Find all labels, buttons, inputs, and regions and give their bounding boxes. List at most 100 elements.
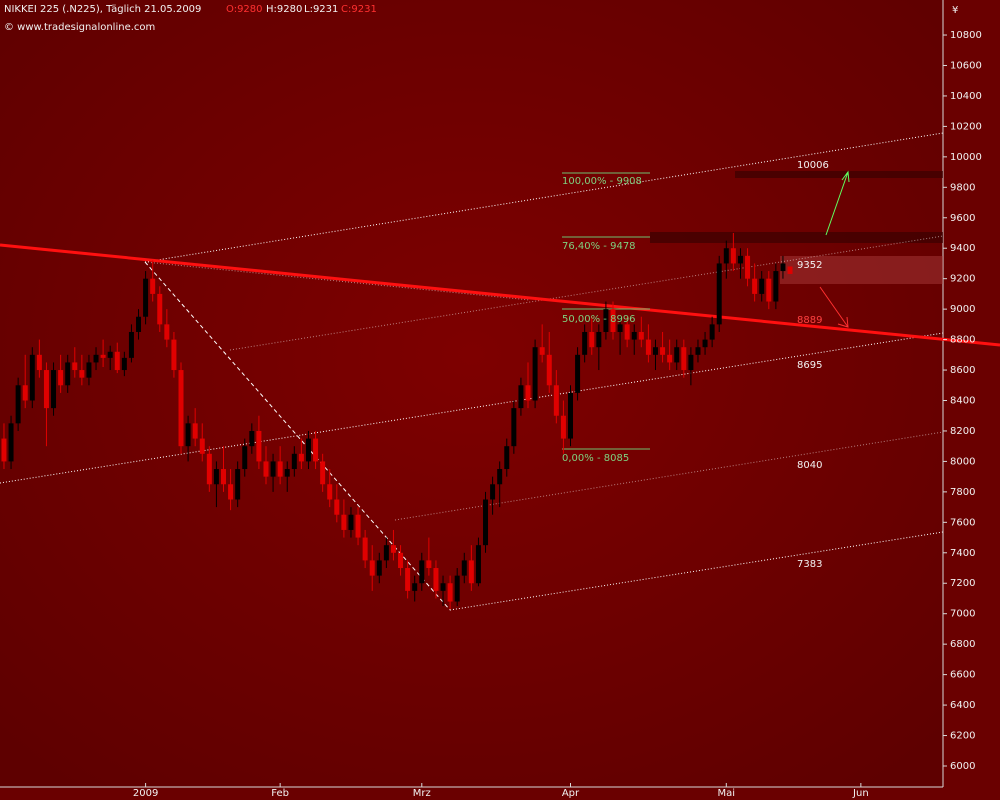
candle-body — [298, 453, 304, 462]
candle-body — [426, 560, 432, 569]
y-tick-label: 9600 — [950, 213, 975, 224]
candle-body — [752, 278, 758, 294]
candle-body — [745, 255, 751, 279]
candle-body — [58, 370, 64, 386]
y-tick-label: 7600 — [950, 517, 975, 528]
y-tick-label: 8200 — [950, 426, 975, 437]
candle-body — [596, 331, 602, 348]
level-label: 8695 — [797, 360, 822, 371]
candle-body — [617, 324, 623, 332]
candle-body — [150, 278, 156, 294]
y-tick-label: 6800 — [950, 639, 975, 650]
candle-body — [121, 357, 127, 371]
candle-body — [22, 385, 28, 401]
candle-body — [419, 560, 425, 584]
y-tick-label: 7800 — [950, 487, 975, 498]
x-tick-label: Mrz — [413, 788, 431, 799]
candle-body — [560, 415, 566, 439]
y-tick-label: 6400 — [950, 700, 975, 711]
candle-body — [652, 347, 658, 355]
candle-body — [235, 469, 241, 500]
candle-body — [475, 545, 481, 584]
candle-body — [589, 331, 595, 348]
candle-body — [305, 438, 311, 462]
arrow-down — [819, 286, 849, 328]
candle-body — [348, 514, 354, 530]
candle-body — [759, 278, 765, 294]
level-label: 8040 — [797, 460, 822, 471]
candle-body — [341, 514, 347, 530]
candle-body — [320, 461, 326, 485]
y-tick-label: 7400 — [950, 548, 975, 559]
y-tick-label: 8600 — [950, 365, 975, 376]
candle-body — [107, 351, 113, 358]
candle-body — [645, 339, 651, 355]
x-tick-label: Jun — [852, 788, 869, 799]
candle-body — [468, 560, 474, 584]
candle-body — [568, 392, 574, 439]
candle-body — [660, 347, 666, 355]
y-tick-label: 8800 — [950, 335, 975, 346]
y-tick-label: 6600 — [950, 670, 975, 681]
candle-body — [72, 362, 78, 371]
fib-label: 100,00% - 9908 — [562, 176, 642, 187]
candle-body — [213, 469, 219, 485]
y-tick-label: 10600 — [950, 60, 982, 71]
x-tick-label: Mai — [718, 788, 736, 799]
candle-body — [171, 339, 177, 371]
y-tick-label: 6200 — [950, 731, 975, 742]
candle-body — [136, 316, 142, 332]
channel-lines — [0, 132, 944, 611]
candle-body — [398, 552, 404, 569]
candle-body — [546, 354, 552, 386]
candle-body — [284, 469, 290, 477]
candle-body — [553, 385, 559, 416]
candle-body — [539, 347, 545, 355]
candle-body — [766, 278, 772, 302]
y-tick-label: 9800 — [950, 182, 975, 193]
candle-body — [65, 362, 71, 386]
y-tick-label: 8000 — [950, 456, 975, 467]
swing-line — [144, 261, 451, 611]
candle-body — [355, 514, 361, 538]
channel-line — [0, 332, 944, 484]
plot-area — [0, 0, 943, 787]
header-high: H:9280 — [266, 4, 302, 15]
zone — [780, 256, 943, 284]
candle-body — [362, 537, 368, 561]
x-tick-label: 2009 — [133, 788, 158, 799]
candle-body — [383, 545, 389, 561]
level-label: 10006 — [797, 160, 829, 171]
candle-body — [447, 583, 453, 602]
level-label: 7383 — [797, 559, 822, 570]
watermark: © www.tradesignalonline.com — [4, 22, 155, 33]
currency: ¥ — [952, 5, 958, 16]
candle-body — [256, 430, 262, 462]
candle-body — [128, 331, 134, 358]
candle-body — [263, 461, 269, 477]
candle-body — [511, 408, 517, 447]
candle-body — [518, 385, 524, 409]
candle-body — [157, 293, 163, 325]
candle-body — [525, 385, 531, 401]
candle-body — [624, 324, 630, 340]
header-open: O:9280 — [226, 4, 263, 15]
candle-body — [454, 575, 460, 602]
y-tick-label: 9200 — [950, 274, 975, 285]
candle-body — [242, 446, 248, 470]
y-tick-label: 9400 — [950, 243, 975, 254]
y-tick-label: 10400 — [950, 91, 982, 102]
candle-body — [405, 568, 411, 591]
candle-body — [313, 438, 319, 462]
candle-body — [29, 354, 35, 401]
channel-line — [229, 235, 944, 351]
candle-body — [114, 351, 120, 371]
header-low: L:9231 — [304, 4, 338, 15]
y-tick-label: 10200 — [950, 121, 982, 132]
candle-body — [164, 324, 170, 340]
candle-body — [667, 354, 673, 363]
y-tick-label: 6000 — [950, 761, 975, 772]
candle-body — [681, 347, 687, 371]
candle-body — [723, 248, 729, 264]
